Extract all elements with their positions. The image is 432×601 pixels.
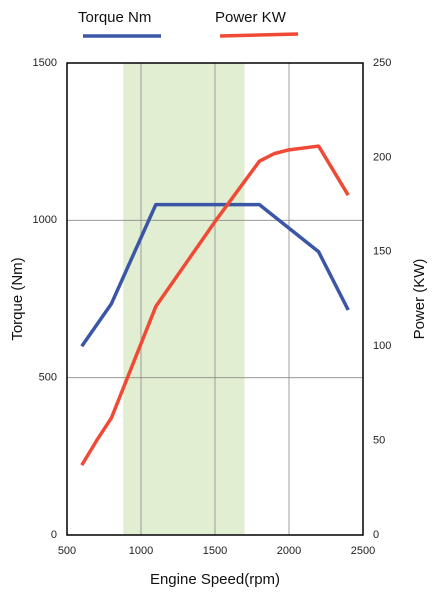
x-tick-label: 1000 <box>129 545 153 557</box>
y2-axis-label: Power (KW) <box>411 259 428 340</box>
y2-tick-label: 250 <box>373 57 391 69</box>
y2-tick-label: 150 <box>373 246 391 258</box>
y-tick-label: 1000 <box>33 214 57 226</box>
plot-frame <box>66 62 364 536</box>
y-tick-label: 500 <box>39 372 57 384</box>
x-tick-label: 2000 <box>277 545 301 557</box>
x-axis-label: Engine Speed(rpm) <box>150 571 280 588</box>
legend-swatch <box>219 32 299 38</box>
y-tick-label: 1500 <box>33 57 57 69</box>
y-tick-label: 0 <box>51 529 57 541</box>
highlight-band <box>123 63 245 535</box>
series-line <box>80 144 350 467</box>
series-line <box>80 202 350 348</box>
y2-tick-label: 50 <box>373 435 385 447</box>
x-tick-label: 500 <box>58 545 76 557</box>
x-tick-label: 1500 <box>203 545 227 557</box>
y2-tick-label: 200 <box>373 151 391 163</box>
x-tick-label: 2500 <box>351 545 375 557</box>
y2-tick-label: 0 <box>373 529 379 541</box>
y2-tick-label: 100 <box>373 340 391 352</box>
legend-label: Power KW <box>215 9 287 26</box>
y-axis-label: Torque (Nm) <box>9 257 26 340</box>
legend-label: Torque Nm <box>78 9 151 26</box>
